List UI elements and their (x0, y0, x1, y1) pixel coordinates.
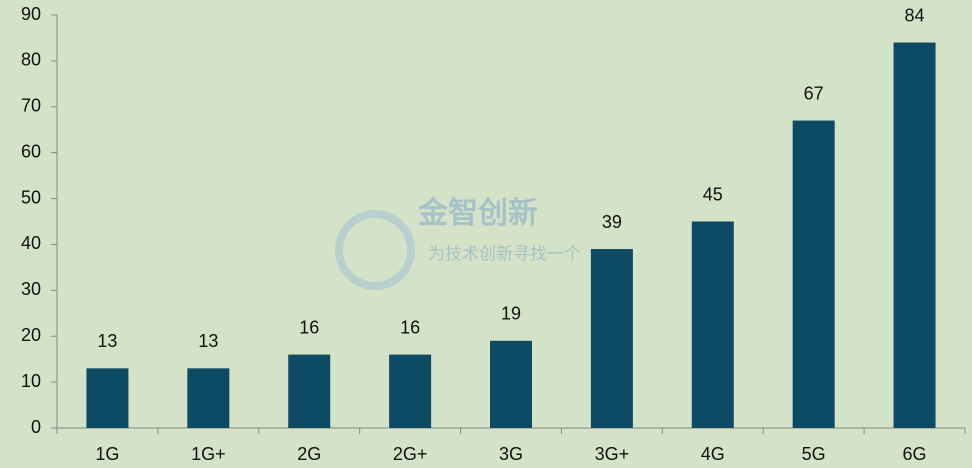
x-tick-label: 3G (499, 444, 523, 464)
y-tick-label: 40 (21, 233, 41, 253)
bar (590, 249, 633, 428)
data-label: 39 (602, 212, 622, 232)
watermark-logo (335, 210, 415, 290)
bar (86, 368, 129, 428)
data-label: 19 (501, 304, 521, 324)
data-label: 13 (198, 331, 218, 351)
bar (389, 354, 432, 428)
data-label: 16 (400, 317, 420, 337)
x-tick-label: 2G (297, 444, 321, 464)
x-tick-label: 6G (903, 444, 927, 464)
bar (288, 354, 331, 428)
y-tick-label: 20 (21, 325, 41, 345)
x-tick-label: 4G (701, 444, 725, 464)
bar (490, 340, 532, 428)
watermark-subtitle: 为技术创新寻找一个 (428, 244, 581, 263)
x-tick-label: 1G+ (191, 444, 226, 464)
y-tick-label: 60 (21, 141, 41, 161)
data-label: 84 (905, 5, 925, 25)
x-tick-label: 2G+ (393, 444, 428, 464)
bar (893, 42, 936, 429)
y-tick-label: 0 (31, 417, 41, 437)
y-tick-label: 90 (21, 4, 41, 24)
y-tick-label: 70 (21, 96, 41, 116)
bar (691, 221, 734, 428)
y-tick-label: 30 (21, 279, 41, 299)
watermark: 金智创新 为技术创新寻找一个 (335, 196, 581, 290)
y-tick-label: 10 (21, 371, 41, 391)
data-label: 67 (804, 83, 824, 103)
x-tick-label: 3G+ (595, 444, 630, 464)
bar (792, 120, 835, 429)
data-label: 13 (97, 331, 117, 351)
data-label: 16 (299, 317, 319, 337)
x-tick-label: 1G (95, 444, 119, 464)
y-tick-label: 50 (21, 187, 41, 207)
y-tick-label: 80 (21, 50, 41, 70)
bar (187, 368, 230, 428)
data-label: 45 (703, 184, 723, 204)
watermark-title: 金智创新 (417, 196, 538, 230)
x-tick-label: 5G (802, 444, 826, 464)
